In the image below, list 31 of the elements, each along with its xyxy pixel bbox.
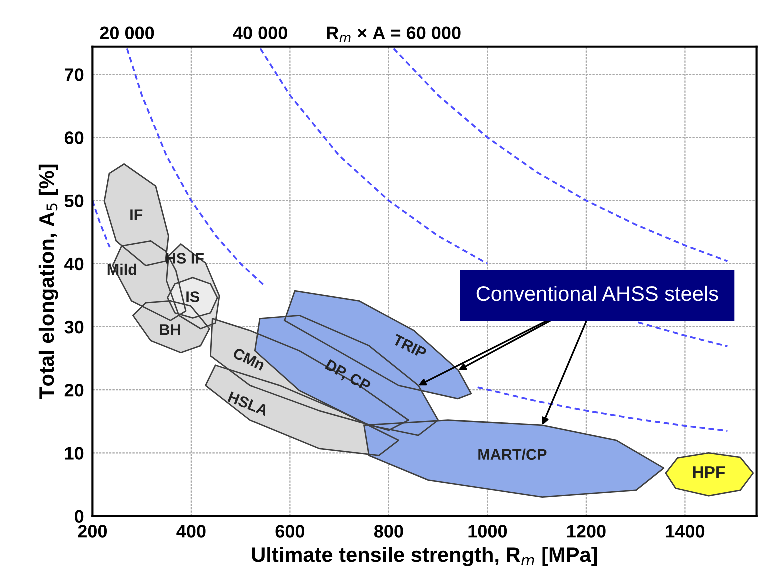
series-label: IF — [130, 210, 143, 220]
series-label: CMn — [232, 348, 266, 371]
series-label: R$_{m}$ × A = 60 000 — [327, 26, 461, 42]
y-tick-label: 40 — [64, 258, 84, 271]
y-tick-label: 0 — [75, 510, 84, 523]
series-label: 40 000 — [233, 26, 288, 40]
series-label: DP, CP — [324, 359, 372, 394]
y-tick-label: 10 — [65, 447, 84, 460]
x-tick-label: 1400 — [666, 525, 705, 538]
annotation: Conventional AHSS steels — [476, 286, 718, 302]
x-tick-label: 600 — [276, 525, 305, 538]
x-tick-label: 1200 — [568, 525, 606, 538]
y-axis-title: Total elongation, A$_{5}$ [%] — [38, 164, 58, 400]
y-tick-label: 70 — [65, 68, 84, 82]
x-tick-label: 800 — [374, 525, 404, 538]
x-tick-label: 400 — [176, 525, 206, 538]
y-tick-label: 60 — [64, 132, 84, 144]
series-label: HPF — [693, 466, 726, 478]
series-label: IS — [186, 292, 200, 302]
series-label: TRIP — [392, 334, 428, 359]
x-axis-title: Ultimate tensile strength, R$_{m}$ [MPa] — [252, 546, 598, 566]
series-label: HSLA — [228, 392, 270, 416]
x-tick-label: 1000 — [468, 525, 508, 538]
y-tick-label: 50 — [64, 194, 84, 208]
y-tick-label: 30 — [64, 320, 84, 334]
series-label: BH — [160, 324, 180, 336]
x-tick-label: 200 — [78, 525, 108, 538]
series-label: MART/CP — [478, 448, 547, 460]
line-series — [392, 48, 729, 262]
y-tick-label: 20 — [64, 384, 84, 397]
series-label: 20 000 — [100, 26, 154, 40]
